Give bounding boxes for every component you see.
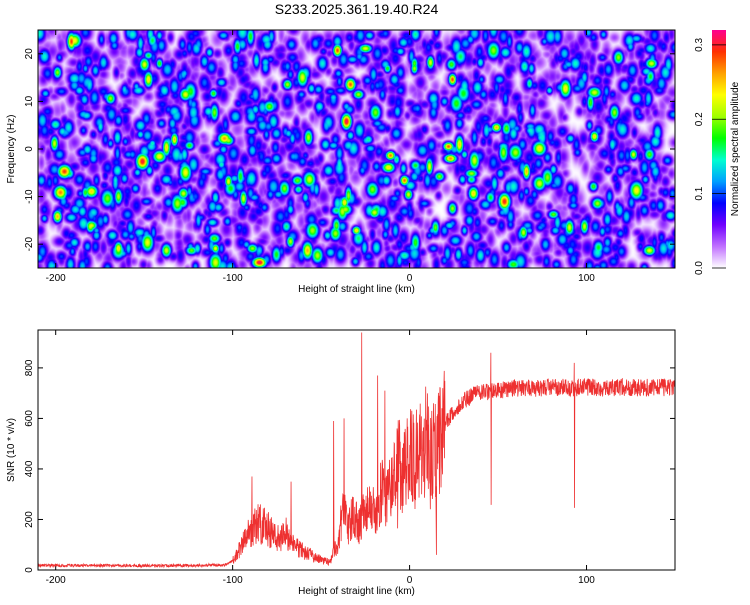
snr-series-line (37, 332, 676, 569)
spectrogram-x-tick-label: -100 (223, 273, 243, 284)
snr-y-tick-label: 600 (24, 410, 35, 427)
snr-frame (37, 329, 676, 571)
spectrogram-image (38, 30, 675, 268)
snr-y-tick-label: 400 (24, 460, 35, 477)
snr-x-tick-label: -200 (46, 575, 66, 586)
snr-y-ticks: 0 200 400 600 800 (24, 359, 675, 573)
spectrogram-y-tick-label: 0 (24, 146, 35, 152)
spectrogram-y-tick-label: -10 (24, 189, 35, 204)
spectrogram-x-label: Height of straight line (km) (298, 284, 415, 295)
spectrogram-y-tick-label: 20 (24, 48, 35, 60)
colorbar-tick-label: 0.0 (694, 261, 705, 275)
spectrogram-x-tick-label: 0 (407, 273, 413, 284)
colorbar-tick-label: 0.1 (694, 186, 705, 200)
snr-x-tick-label: 100 (578, 575, 595, 586)
spectrogram-x-tick-label: 100 (578, 273, 595, 284)
snr-x-tick-label: 0 (407, 575, 413, 586)
spectrogram-y-tick-label: 10 (24, 95, 35, 107)
chart-title: S233.2025.361.19.40.R24 (275, 1, 439, 17)
snr-x-tick-label: -100 (223, 575, 243, 586)
colorbar-tick-label: 0.2 (694, 112, 705, 126)
spectrogram-x-ticks: -200 -100 0 100 (46, 30, 595, 284)
colorbar: 0.0 0.1 0.2 0.3 Normalized spectral amplitu… (694, 30, 741, 275)
spectrogram-y-ticks: -20 -10 0 10 20 (24, 48, 675, 252)
snr-panel: -200 -100 0 100 0 200 400 600 800 Height of str… (6, 329, 676, 597)
snr-x-label: Height of straight line (km) (298, 586, 415, 597)
snr-y-tick-label: 0 (24, 567, 35, 573)
snr-y-tick-label: 800 (24, 359, 35, 376)
snr-y-label: SNR (10 * v/v) (6, 418, 17, 482)
spectrogram-y-tick-label: -20 (24, 237, 35, 252)
colorbar-ticks: 0.0 0.1 0.2 0.3 (694, 37, 726, 275)
colorbar-gradient (712, 30, 726, 268)
snr-x-ticks: -200 -100 0 100 (46, 330, 595, 586)
spectrogram-y-label: Frequency (Hz) (6, 115, 17, 184)
colorbar-tick-label: 0.3 (694, 37, 705, 51)
spectrogram-x-tick-label: -200 (46, 273, 66, 284)
colorbar-label: Normalized spectral amplitude (730, 81, 741, 216)
snr-y-tick-label: 200 (24, 511, 35, 528)
